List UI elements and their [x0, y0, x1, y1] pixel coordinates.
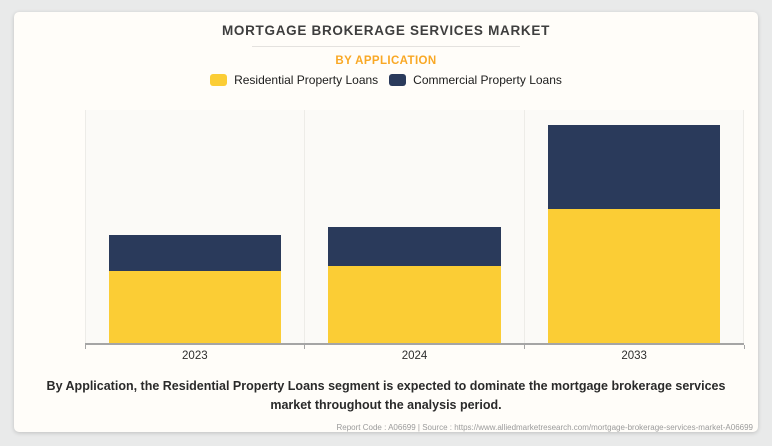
x-axis-label-2024: 2024: [401, 350, 428, 362]
bar-segment-commercial-property-loans-2023[interactable]: [108, 234, 282, 271]
stacked-bar-2033: [547, 125, 721, 343]
chart-title: MORTGAGE BROKERAGE SERVICES MARKET: [221, 23, 551, 38]
bar-segment-residential-property-loans-2024[interactable]: [328, 266, 501, 343]
bar-segment-residential-property-loans-2023[interactable]: [108, 270, 282, 343]
x-axis-label-2033: 2033: [621, 350, 647, 362]
stacked-bar-2023: [108, 234, 282, 343]
x-axis-label-2023: 2023: [182, 350, 208, 362]
chart-area: 2023 2024 2033: [85, 110, 745, 362]
chart-card: MORTGAGE BROKERAGE SERVICES MARKET BY AP…: [14, 12, 758, 432]
title-divider: [252, 46, 520, 47]
legend-item-residential-property-loans[interactable]: Residential Property Loans: [210, 73, 378, 87]
chart-header: MORTGAGE BROKERAGE SERVICES MARKET BY AP…: [14, 12, 758, 67]
plot-area: [85, 110, 745, 349]
bar-segment-residential-property-loans-2033[interactable]: [547, 208, 721, 343]
chart-subtitle: BY APPLICATION: [335, 55, 437, 67]
plot-column-2033: [523, 110, 744, 349]
chart-legend: Residential Property Loans Commercial Pro…: [14, 73, 758, 87]
legend-swatch-icon: [389, 74, 407, 86]
plot-column-2024: [304, 110, 523, 349]
legend-swatch-icon: [210, 74, 228, 86]
stacked-bar-2024: [328, 226, 501, 343]
plot-column-2023: [85, 110, 304, 349]
legend-label: Residential Property Loans: [234, 73, 379, 87]
legend-label: Commercial Property Loans: [413, 73, 562, 87]
chart-caption: By Application, the Residential Property…: [46, 379, 726, 413]
report-source-note: Report Code : A06699 | Source : https://…: [336, 422, 754, 432]
legend-item-commercial-property-loans[interactable]: Commercial Property Loans: [389, 73, 562, 87]
bar-segment-commercial-property-loans-2024[interactable]: [328, 226, 501, 267]
x-axis-labels: 2023 2024 2033: [85, 350, 744, 362]
bar-segment-commercial-property-loans-2033[interactable]: [547, 125, 721, 209]
